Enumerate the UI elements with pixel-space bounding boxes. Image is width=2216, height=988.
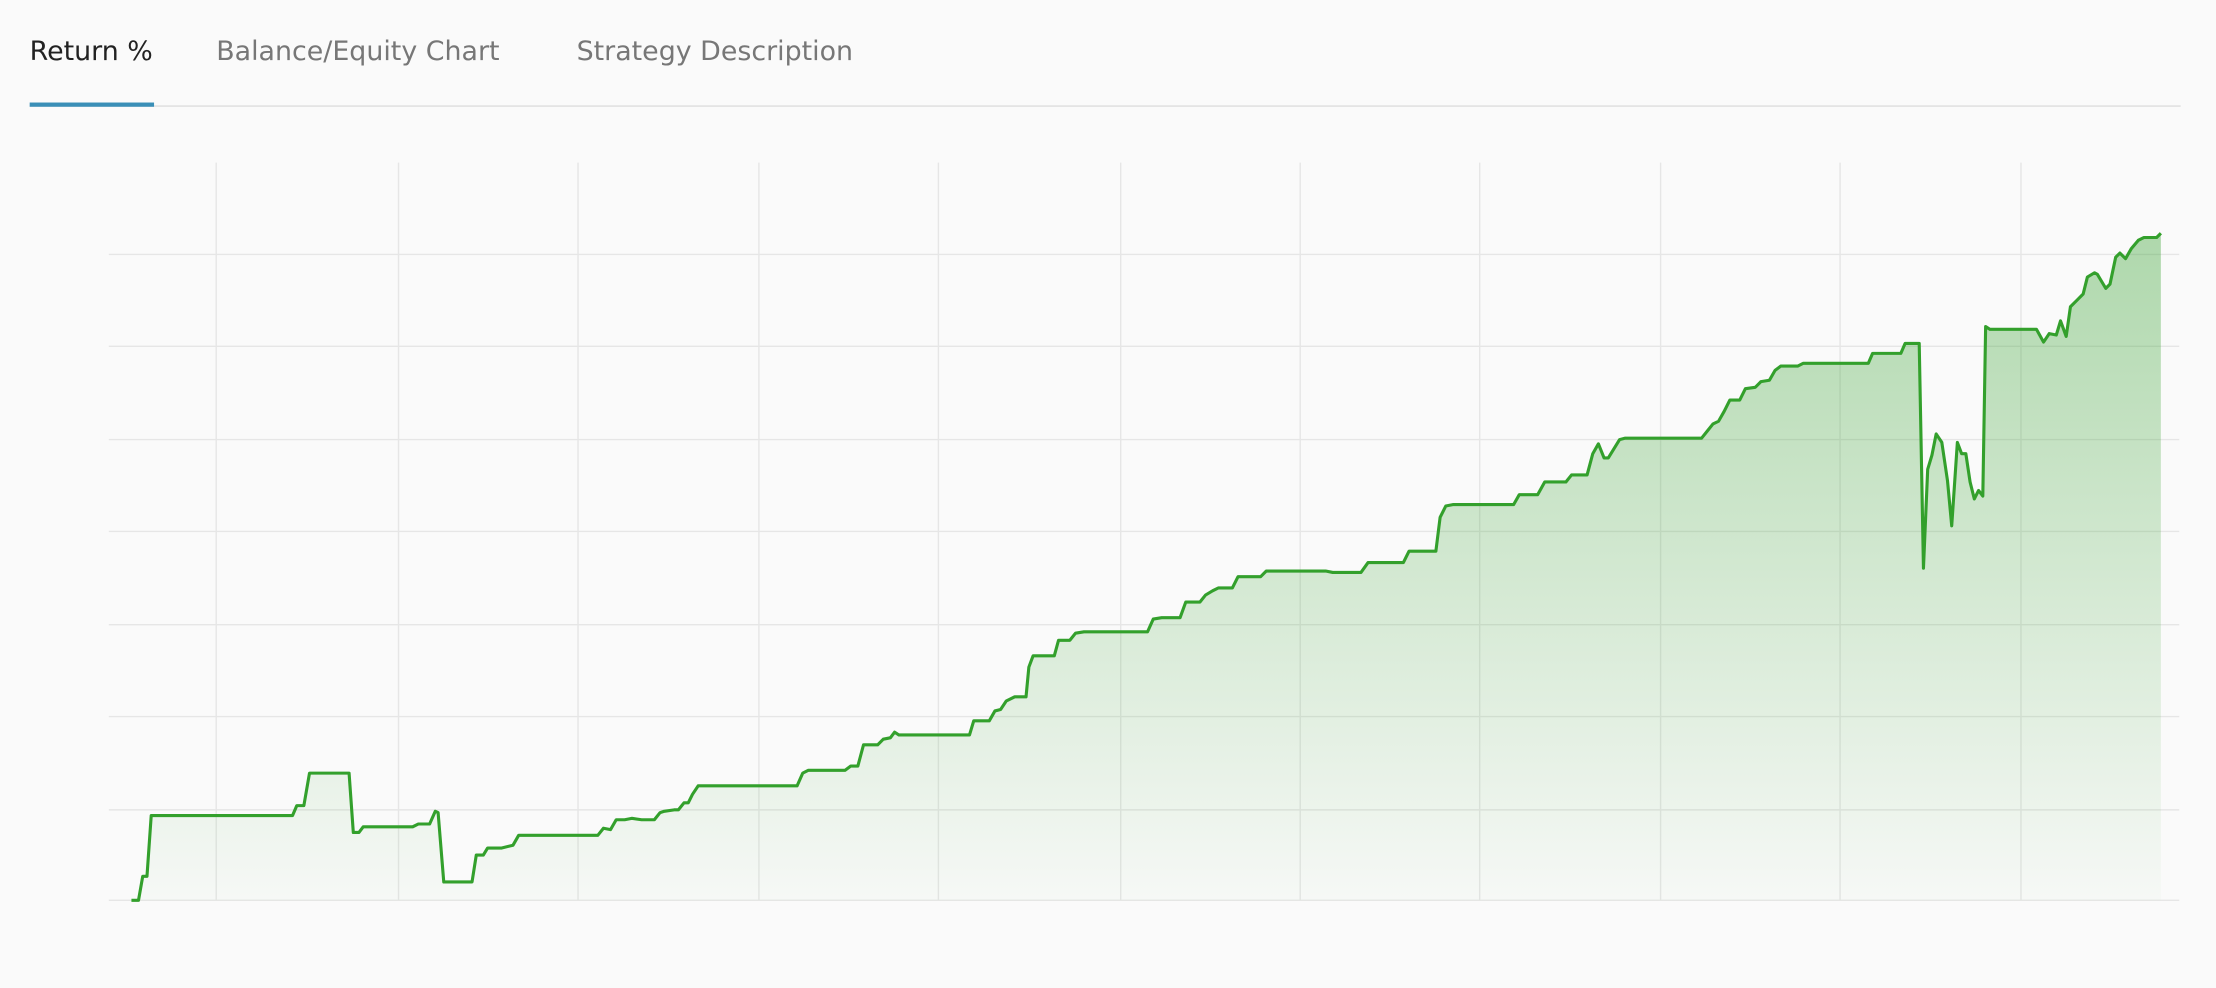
plot [108,162,2180,902]
tab-balance[interactable]: Balance/Equity Chart [216,36,499,67]
area [131,233,2161,901]
active-tab-indicator [29,102,155,107]
tab-strategy[interactable]: Strategy Description [577,36,853,67]
tab-return[interactable]: Return % [30,36,153,67]
line [131,232,2162,902]
